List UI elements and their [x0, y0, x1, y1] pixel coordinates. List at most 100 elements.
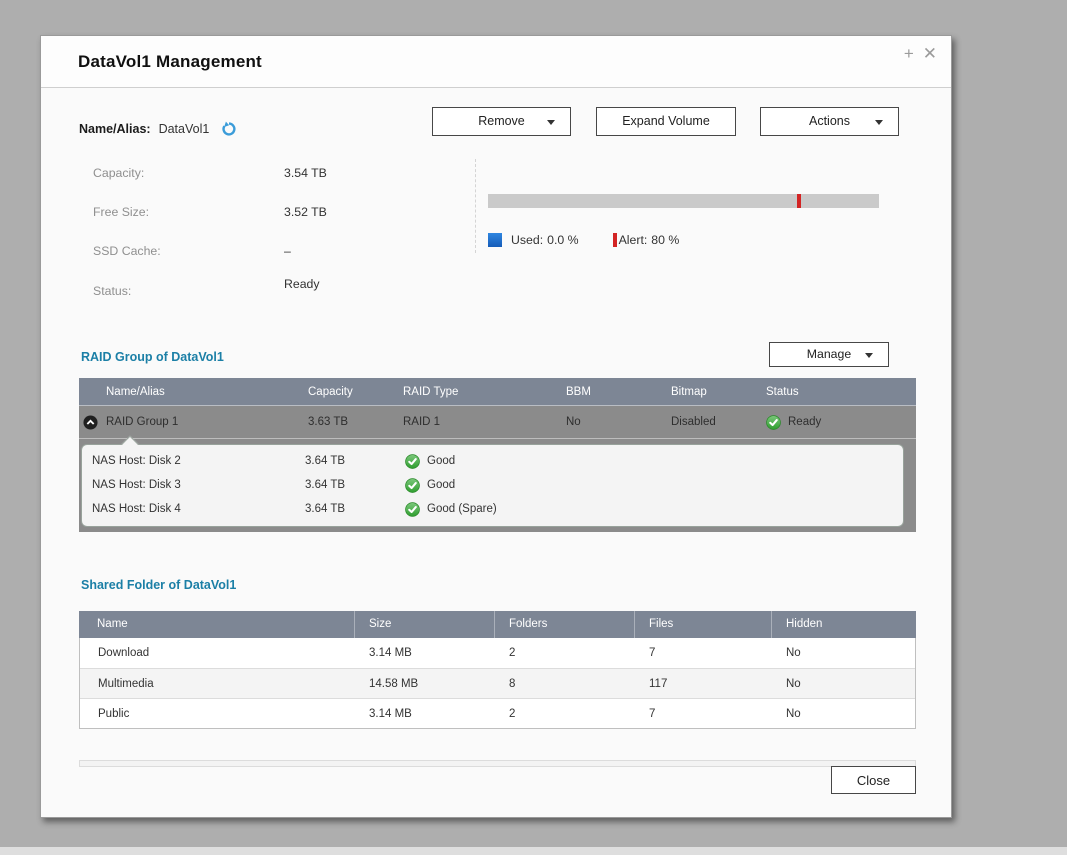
folder-hidden: No	[772, 647, 915, 659]
disk-row[interactable]: NAS Host: Disk 4 3.64 TB Good (Spare)	[82, 497, 903, 521]
shared-folder-row[interactable]: Multimedia 14.58 MB 8 117 No	[80, 668, 915, 698]
raid-col-name: Name/Alias	[79, 386, 294, 398]
disk-capacity: 3.64 TB	[297, 455, 397, 467]
raid-col-bitmap: Bitmap	[657, 386, 752, 398]
raid-group-bitmap: Disabled	[657, 416, 752, 428]
raid-expanded-region: NAS Host: Disk 2 3.64 TB Good NAS Host: …	[79, 438, 916, 532]
refresh-icon[interactable]	[221, 121, 237, 137]
raid-col-status: Status	[752, 386, 916, 398]
shared-col-folders: Folders	[494, 611, 634, 638]
dialog-titlebar: DataVol1 Management + ✕	[41, 36, 951, 88]
raid-group-section-title: RAID Group of DataVol1	[81, 350, 224, 364]
raid-group-status: Ready	[788, 416, 821, 428]
folder-folders: 2	[495, 647, 635, 659]
actions-button[interactable]: Actions	[760, 107, 899, 136]
usage-legend: Used: 0.0 % Alert: 80 %	[488, 233, 683, 247]
used-legend-swatch	[488, 233, 502, 247]
shared-col-name: Name	[79, 611, 354, 638]
shared-table-header: Name Size Folders Files Hidden	[79, 611, 916, 638]
alert-value: 80 %	[651, 233, 679, 247]
folder-size: 14.58 MB	[355, 678, 495, 690]
bottom-strip	[0, 847, 1067, 855]
disk-row[interactable]: NAS Host: Disk 3 3.64 TB Good	[82, 473, 903, 497]
status-ok-icon	[766, 415, 781, 430]
manage-button-label: Manage	[807, 347, 851, 361]
disk-capacity: 3.64 TB	[297, 479, 397, 491]
chevron-down-icon	[875, 120, 883, 125]
name-alias-value: DataVol1	[159, 122, 210, 136]
folder-hidden: No	[772, 678, 915, 690]
shared-folder-row[interactable]: Download 3.14 MB 2 7 No	[80, 638, 915, 668]
usage-bar	[488, 194, 879, 208]
free-size-value: 3.52 TB	[284, 205, 327, 219]
folder-name: Download	[80, 647, 355, 659]
raid-col-type: RAID Type	[389, 386, 552, 398]
disk-name: NAS Host: Disk 3	[82, 479, 297, 491]
disk-list-panel: NAS Host: Disk 2 3.64 TB Good NAS Host: …	[81, 444, 904, 527]
actions-button-label: Actions	[809, 114, 850, 128]
disk-name: NAS Host: Disk 2	[82, 455, 297, 467]
folder-files: 117	[635, 678, 772, 690]
status-value: Ready	[284, 277, 320, 291]
raid-col-capacity: Capacity	[294, 386, 389, 398]
datavol-management-dialog: DataVol1 Management + ✕ Name/Alias: Data…	[40, 35, 952, 818]
raid-group-bbm: No	[552, 416, 657, 428]
used-label: Used:	[511, 233, 543, 247]
close-button[interactable]: Close	[831, 766, 916, 794]
raid-group-table: Name/Alias Capacity RAID Type BBM Bitmap…	[79, 378, 916, 532]
ssd-cache-label: SSD Cache:	[93, 244, 253, 258]
status-ok-icon	[405, 478, 420, 493]
disk-status: Good (Spare)	[427, 503, 497, 515]
raid-group-row[interactable]: RAID Group 1 3.63 TB RAID 1 No Disabled …	[79, 406, 916, 438]
folder-size: 3.14 MB	[355, 708, 495, 720]
vertical-divider	[475, 159, 476, 253]
shared-col-size: Size	[354, 611, 494, 638]
shared-folder-partial-row	[79, 760, 916, 767]
expand-volume-button[interactable]: Expand Volume	[596, 107, 736, 136]
close-button-label: Close	[857, 773, 890, 788]
raid-group-capacity: 3.63 TB	[294, 416, 389, 428]
folder-name: Public	[80, 708, 355, 720]
ssd-cache-value: –	[284, 244, 291, 258]
name-alias-label: Name/Alias:	[79, 122, 151, 136]
collapse-icon[interactable]	[83, 415, 98, 430]
name-alias-row: Name/Alias: DataVol1	[79, 121, 237, 137]
shared-folder-section-title: Shared Folder of DataVol1	[81, 578, 236, 592]
expand-volume-button-label: Expand Volume	[622, 114, 710, 128]
raid-group-name: RAID Group 1	[106, 416, 178, 428]
shared-folder-table: Name Size Folders Files Hidden Download …	[79, 611, 916, 729]
raid-group-type: RAID 1	[389, 416, 552, 428]
dialog-title: DataVol1 Management	[78, 36, 262, 88]
folder-name: Multimedia	[80, 678, 355, 690]
alert-label: Alert:	[619, 233, 648, 247]
shared-col-hidden: Hidden	[771, 611, 916, 638]
disk-capacity: 3.64 TB	[297, 503, 397, 515]
status-ok-icon	[405, 502, 420, 517]
folder-size: 3.14 MB	[355, 647, 495, 659]
disk-status: Good	[427, 455, 455, 467]
alert-threshold-marker	[797, 194, 801, 208]
raid-col-bbm: BBM	[552, 386, 657, 398]
chevron-down-icon	[865, 353, 873, 358]
close-icon[interactable]: ✕	[923, 44, 937, 64]
shared-col-files: Files	[634, 611, 771, 638]
folder-folders: 2	[495, 708, 635, 720]
remove-button-label: Remove	[478, 114, 525, 128]
status-ok-icon	[405, 454, 420, 469]
disk-status: Good	[427, 479, 455, 491]
capacity-label: Capacity:	[93, 166, 253, 180]
manage-button[interactable]: Manage	[769, 342, 889, 367]
shared-folder-row[interactable]: Public 3.14 MB 2 7 No	[80, 698, 915, 728]
folder-files: 7	[635, 647, 772, 659]
used-value: 0.0 %	[547, 233, 578, 247]
maximize-icon[interactable]: +	[904, 44, 914, 64]
folder-files: 7	[635, 708, 772, 720]
capacity-value: 3.54 TB	[284, 166, 327, 180]
disk-row[interactable]: NAS Host: Disk 2 3.64 TB Good	[82, 449, 903, 473]
chevron-down-icon	[547, 120, 555, 125]
free-size-label: Free Size:	[93, 205, 253, 219]
raid-table-header: Name/Alias Capacity RAID Type BBM Bitmap…	[79, 378, 916, 406]
folder-folders: 8	[495, 678, 635, 690]
status-label: Status:	[93, 284, 253, 298]
remove-button[interactable]: Remove	[432, 107, 571, 136]
